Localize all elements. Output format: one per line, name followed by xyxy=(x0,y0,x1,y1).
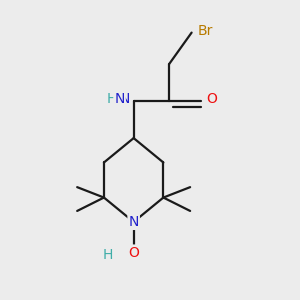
Text: O: O xyxy=(206,92,217,106)
Text: N: N xyxy=(128,215,139,229)
Text: N: N xyxy=(114,92,125,106)
Text: N: N xyxy=(119,92,130,106)
Text: H: H xyxy=(103,248,113,262)
Text: H: H xyxy=(107,92,117,106)
Text: Br: Br xyxy=(198,24,213,38)
Text: O: O xyxy=(128,245,139,260)
